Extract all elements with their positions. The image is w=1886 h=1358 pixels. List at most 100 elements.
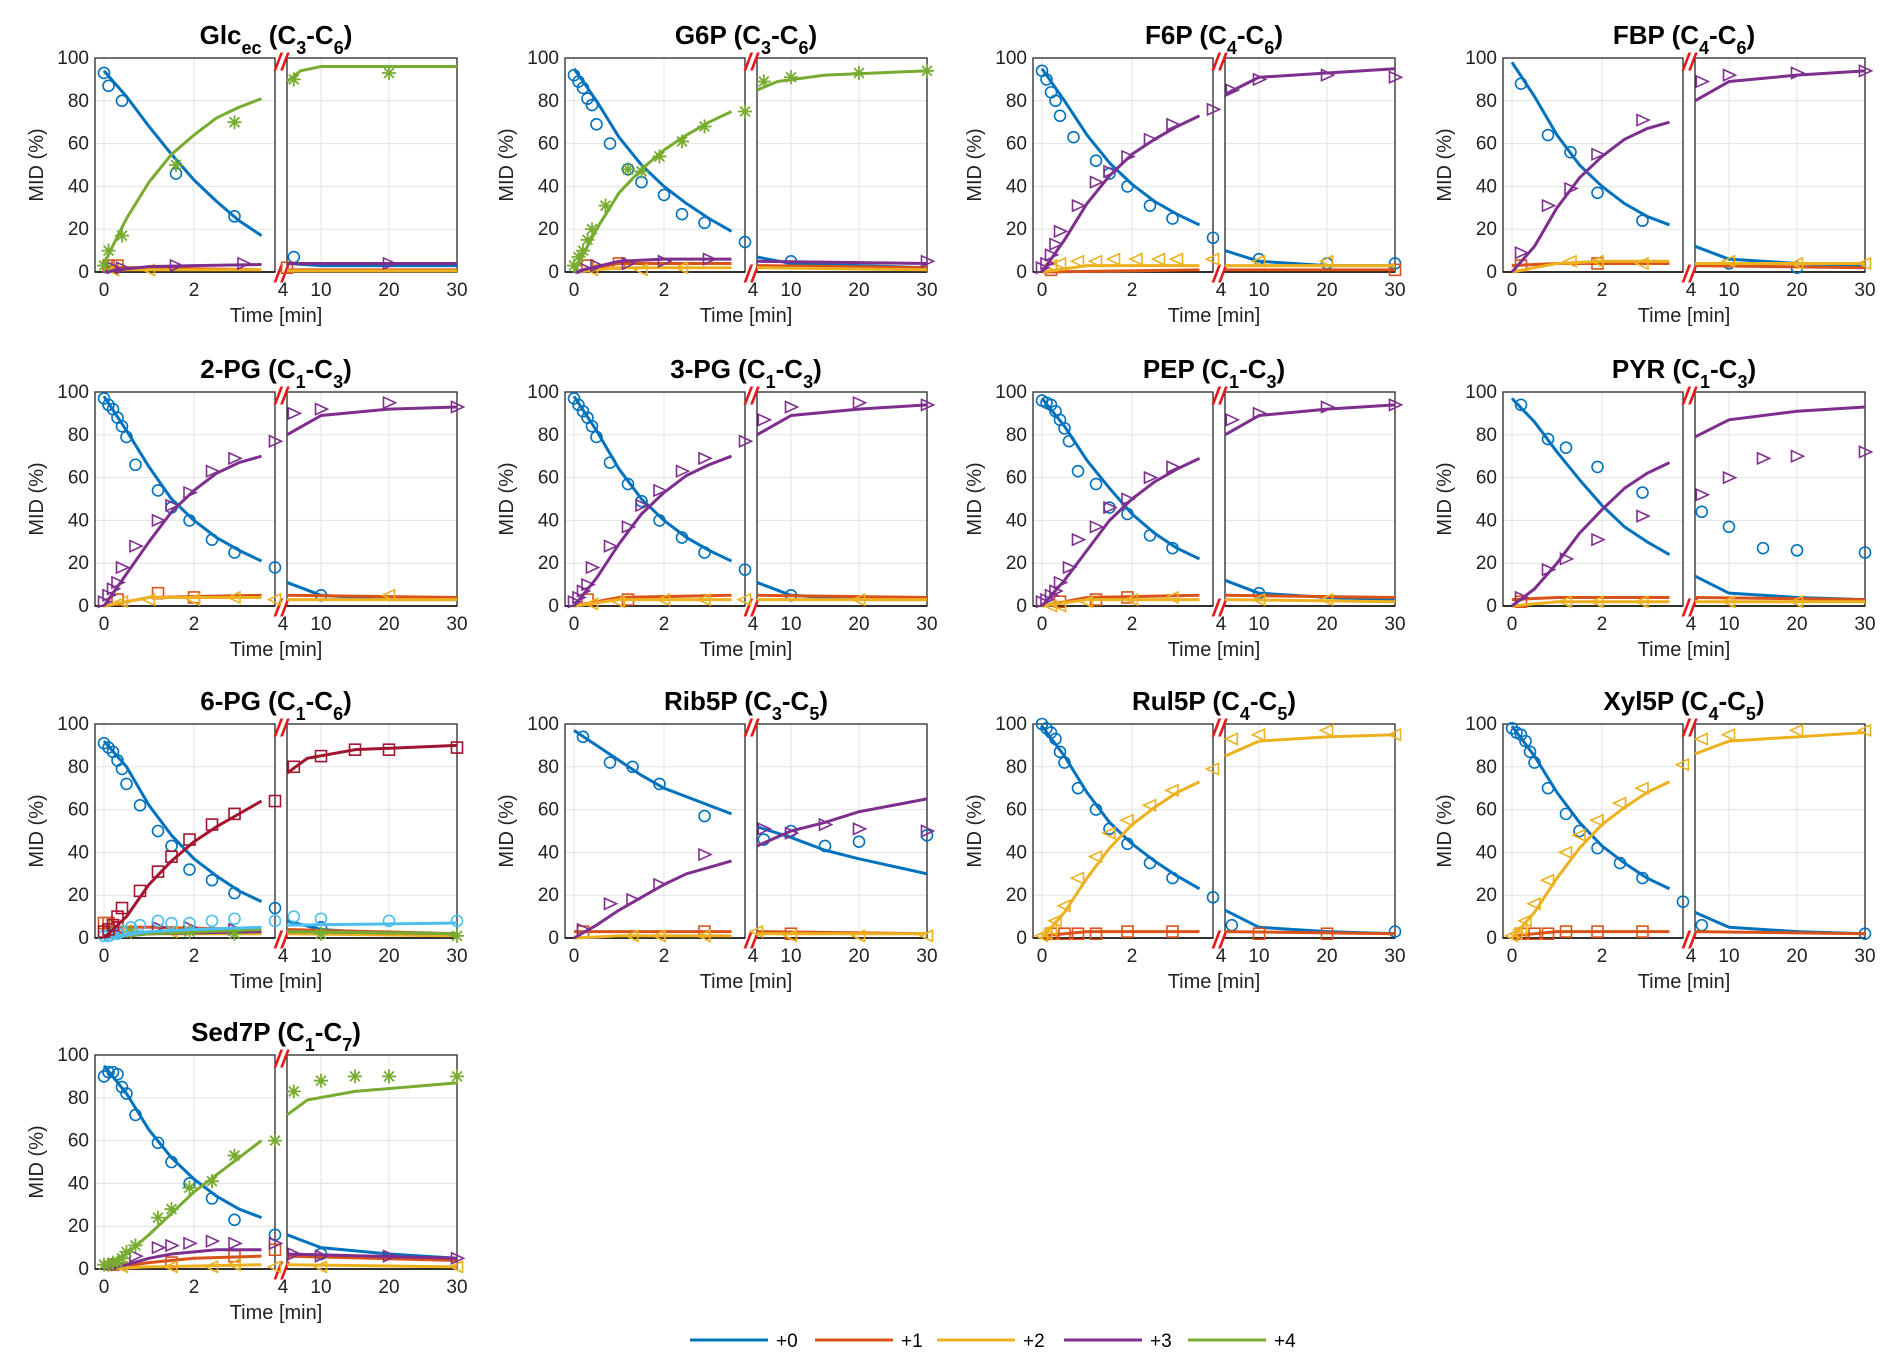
fit-line-late [286,1263,458,1269]
x-tick-label: 20 [378,280,399,301]
break-mark-top: // [1211,715,1228,742]
data-point-triangle-left [1042,922,1058,937]
data-point-circle [268,561,282,574]
axes-box-right [286,391,458,607]
data-point-square [97,925,111,938]
fit-line-early [573,257,732,274]
data-point-triangle-right [567,594,583,609]
legend-item: +0 [690,1331,798,1352]
title-sub-end: 6 [1264,38,1274,58]
y-tick-label: 80 [1476,91,1497,112]
data-point-triangle-left [1557,594,1573,609]
data-point-square [1636,925,1649,938]
series-iso-6 [97,741,464,940]
data-point-circle [585,98,599,112]
title-main: 3-PG [670,354,731,384]
title-mid: -C [315,1017,343,1047]
legend-label: +1 [901,1331,923,1352]
data-point-triangle-left [1611,796,1627,810]
title-rest: (C [1664,20,1699,50]
y-tick-label: 0 [1486,596,1497,617]
data-point-asterisk [169,158,183,172]
data-point-triangle-left [651,929,666,943]
fit-line-early [103,263,262,274]
data-point-circle [1040,721,1053,735]
y-tick-label: 20 [538,219,559,240]
data-point-triangle-left [1069,254,1085,269]
x-tick-label: 4 [1216,614,1227,635]
fit-line-late [1694,574,1866,602]
data-point-triangle-right [1591,532,1606,547]
fit-line-late [756,264,928,270]
data-point-triangle-right [1225,413,1241,427]
break-mark-bottom: // [273,261,290,288]
data-point-circle [205,873,219,887]
data-point-asterisk [634,164,649,179]
title-sub-end: 6 [333,704,343,724]
data-point-triangle-right [581,577,596,592]
title-end: ) [343,354,352,384]
series-iso-2 [1041,252,1395,274]
data-point-asterisk [567,258,581,273]
data-point-triangle-right [1071,198,1087,213]
fit-line-late [286,65,457,83]
data-point-triangle-right [920,254,936,269]
title-sub-end: 6 [1736,38,1746,58]
data-point-triangle-left [140,592,156,607]
data-point-triangle-right [698,451,713,466]
axes-box-right [286,57,458,273]
title-mid: -C [771,20,799,50]
data-point-triangle-right [1636,509,1651,523]
data-point-circle [675,207,689,221]
axes-box-right [1224,391,1396,607]
y-tick-label: 80 [68,1088,89,1109]
data-point-circle [675,531,689,544]
data-point-triangle-left [1101,826,1116,840]
x-tick-label: 30 [446,614,467,635]
y-tick-label: 100 [995,714,1027,735]
y-tick-label: 60 [68,468,89,489]
data-point-circle [102,398,115,412]
data-point-triangle-right [1514,245,1530,260]
data-point-triangle-right [151,513,167,528]
data-point-square [1528,927,1541,941]
data-point-triangle-right [1049,237,1064,251]
y-axis-label: MID (%) [1434,794,1456,867]
break-mark-top: // [1211,383,1228,410]
data-point-triangle-left [1105,252,1121,266]
break-mark-bottom: // [1681,927,1698,954]
data-point-circle [228,210,241,223]
title-main: PYR [1612,354,1666,384]
data-point-triangle-right [1040,592,1055,607]
x-axis-label: Time [min] [700,971,793,993]
data-point-triangle-right [603,897,619,911]
data-point-circle [102,1065,115,1079]
data-point-square [1121,591,1134,604]
series-iso-0 [1510,61,1866,275]
axes-box-right [756,57,928,273]
data-point-circle [1040,73,1053,86]
fit-line-late [1224,598,1396,604]
data-point-circle [1206,891,1220,904]
data-point-triangle-left [1119,813,1134,828]
title-sub-start: 1 [1229,372,1239,392]
x-tick-label: 4 [1686,280,1697,301]
legend-item: +1 [815,1331,923,1352]
data-point-circle [97,736,111,750]
title-rest: (C [1665,354,1700,384]
data-point-triangle-left [1051,599,1067,613]
fit-line-early [573,266,732,274]
data-point-circle [111,1067,124,1081]
title-rest: (C [261,354,296,384]
data-point-circle [1858,546,1872,559]
title-main: 2-PG [200,354,261,384]
x-tick-label: 10 [1718,946,1739,967]
series-iso-3 [573,797,936,940]
data-point-circle [228,546,241,559]
legend-label: +3 [1150,1331,1172,1352]
x-axis-label: Time [min] [700,639,793,661]
data-point-triangle-right [1089,520,1105,534]
data-point-triangle-right [228,451,243,466]
title-main: PEP [1143,354,1195,384]
